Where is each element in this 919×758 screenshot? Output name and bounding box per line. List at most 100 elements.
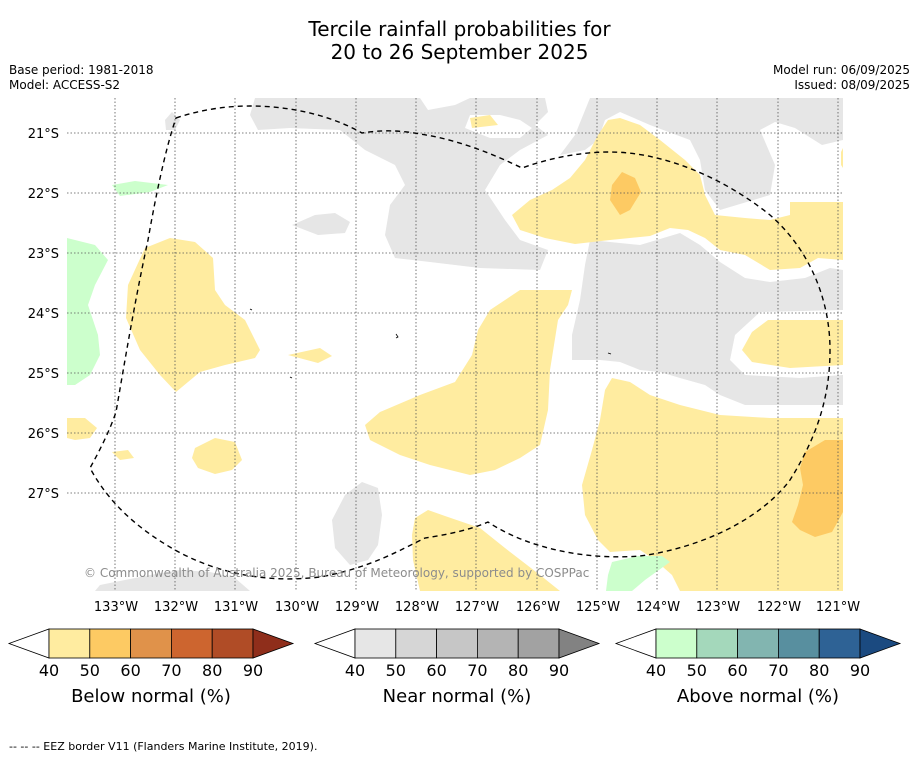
lon-label: 130°W	[275, 600, 319, 615]
lat-label: 23°S	[28, 247, 59, 262]
near-normal-region-dot	[668, 347, 681, 358]
colorbar-segment	[395, 628, 437, 659]
colorbar-segment	[130, 628, 172, 659]
lat-label: 22°S	[28, 187, 59, 202]
colorbar-segment	[696, 628, 738, 659]
island-speck-3	[289, 376, 293, 379]
near-normal-regions	[95, 98, 843, 591]
below-normal-region-northeast	[512, 118, 843, 270]
meta-right: Model run: 06/09/2025 Issued: 08/09/2025	[773, 63, 910, 93]
below-normal-region-dot	[112, 450, 134, 460]
colorbar-tick-label: 60	[426, 661, 446, 680]
colorbar-title: Near normal (%)	[383, 686, 532, 707]
lon-label: 128°W	[395, 600, 439, 615]
colorbar-1: 40 50 60 70 80 90 Near normal (%)	[313, 628, 601, 707]
near-normal-region-south	[332, 482, 382, 565]
colorbar-0: 40 50 60 70 80 90 Below normal (%)	[7, 628, 295, 707]
colorbar-tick-label: 60	[727, 661, 747, 680]
latitude-labels: 21°S 22°S 23°S 24°S 25°S 26°S 27°S	[28, 127, 59, 502]
near-normal-region-bump	[165, 112, 180, 130]
below-normal-region-core-southeast	[792, 440, 843, 537]
lon-label: 133°W	[94, 600, 138, 615]
colorbar-tick-label: 50	[687, 661, 707, 680]
colorbar-segment	[436, 628, 478, 659]
gridlines	[67, 98, 843, 591]
lat-label: 27°S	[28, 487, 59, 502]
colorbar-extend-low	[313, 628, 356, 659]
colorbar-tick-label: 50	[386, 661, 406, 680]
colorbar-extend-high	[859, 628, 902, 659]
meta-left: Base period: 1981-2018 Model: ACCESS-S2	[9, 63, 154, 93]
below-normal-region-core-north	[610, 172, 641, 215]
colorbar-tick-label: 90	[850, 661, 870, 680]
near-normal-region-east	[572, 233, 843, 405]
lat-label: 25°S	[28, 367, 59, 382]
lat-label: 24°S	[28, 307, 59, 322]
colorbar-segment	[211, 628, 254, 659]
above-normal-40-regions	[67, 181, 670, 591]
above-normal-region-north	[112, 181, 168, 196]
colorbar-tick-label: 60	[120, 661, 140, 680]
below-normal-region-south	[412, 510, 560, 591]
lon-label: 129°W	[335, 600, 379, 615]
model-run-text: Model run: 06/09/2025	[772, 63, 910, 77]
lat-label: 21°S	[28, 127, 59, 142]
eez-border	[89, 105, 831, 580]
map-title: Tercile rainfall probabilities for 20 to…	[0, 18, 919, 64]
near-normal-region-northeast	[560, 98, 843, 210]
lon-label: 132°W	[154, 600, 198, 615]
model-text: Model: ACCESS-S2	[9, 78, 121, 92]
base-period-text: Base period: 1981-2018	[9, 63, 154, 77]
colorbar-segment	[517, 628, 560, 659]
colorbar-segment	[89, 628, 132, 659]
copyright-text: © Commonwealth of Australia 2025, Bureau…	[84, 566, 589, 580]
islands	[249, 308, 612, 379]
lon-label: 127°W	[455, 600, 499, 615]
colorbar-tick-label: 90	[549, 661, 569, 680]
colorbar-extend-low	[7, 628, 50, 659]
colorbar-extend-low	[614, 628, 657, 659]
lon-label: 131°W	[214, 600, 258, 615]
near-normal-region-southwest	[95, 570, 250, 591]
title-line-2: 20 to 26 September 2025	[330, 40, 589, 64]
colorbar-tick-label: 50	[80, 661, 100, 680]
colorbar-tick-label: 80	[202, 661, 222, 680]
colorbar-segment	[48, 628, 91, 659]
colorbar-tick-label: 70	[768, 661, 788, 680]
below-normal-region-edge	[67, 418, 97, 440]
lon-label: 124°W	[636, 600, 680, 615]
lon-label: 126°W	[516, 600, 560, 615]
lon-label: 122°W	[757, 600, 801, 615]
colorbar-segment	[655, 628, 698, 659]
lon-label: 125°W	[576, 600, 620, 615]
colorbar-title: Below normal (%)	[71, 686, 231, 707]
eez-footnote: -- -- -- EEZ border V11 (Flanders Marine…	[9, 740, 318, 753]
colorbars: 40 50 60 70 80 90 Below normal (%) 40 50 60 70 80 90…	[7, 628, 902, 707]
below-normal-50-regions	[610, 172, 843, 537]
lon-label: 123°W	[696, 600, 740, 615]
colorbar-tick-label: 40	[646, 661, 666, 680]
longitude-labels: 133°W 132°W 131°W 130°W 129°W 128°W 127°…	[94, 600, 860, 615]
colorbar-title: Above normal (%)	[677, 686, 839, 707]
below-normal-region-center	[365, 290, 572, 475]
near-normal-region-north	[250, 98, 548, 270]
island-speck-1	[395, 333, 399, 339]
island-speck-2	[249, 308, 253, 311]
colorbar-2: 40 50 60 70 80 90 Above normal (%)	[614, 628, 902, 707]
island-speck-4	[607, 352, 612, 355]
below-normal-region-west	[126, 238, 260, 392]
above-normal-region-south	[606, 556, 670, 591]
lon-label: 121°W	[816, 600, 860, 615]
colorbar-segment	[476, 628, 519, 659]
colorbar-segment	[778, 628, 820, 659]
colorbar-tick-label: 40	[39, 661, 59, 680]
above-normal-region-west	[67, 238, 108, 385]
colorbar-segment	[818, 628, 861, 659]
below-normal-40-regions	[67, 115, 843, 591]
issued-text: Issued: 08/09/2025	[794, 78, 910, 92]
map-area: © Commonwealth of Australia 2025, Bureau…	[67, 98, 843, 591]
colorbar-extend-high	[558, 628, 601, 659]
below-normal-region-strip	[288, 348, 332, 363]
below-normal-region-top	[470, 115, 498, 128]
title-line-1: Tercile rainfall probabilities for	[308, 17, 611, 41]
